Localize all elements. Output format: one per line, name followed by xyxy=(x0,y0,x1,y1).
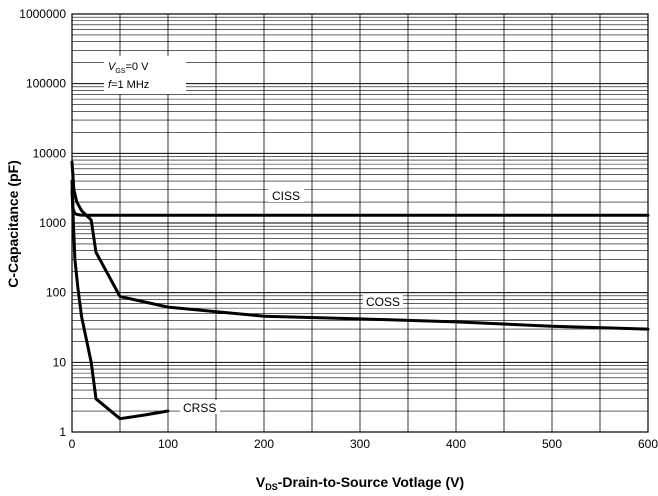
series-label-ciss: CISS xyxy=(272,189,300,203)
series-line-crss xyxy=(70,188,170,421)
y-tick-label: 100000 xyxy=(26,77,66,91)
freq-italic: f xyxy=(108,79,112,91)
y-tick-label: 1000 xyxy=(39,216,66,230)
conditions-bg xyxy=(104,56,186,94)
coss-label-bg xyxy=(363,294,403,308)
vgs-prefix: V xyxy=(108,61,117,73)
x-axis-title-rest: -Drain-to-Source Votlage (V) xyxy=(278,474,464,490)
ciss-label-bg xyxy=(268,188,304,202)
condition-vgs: VGS=0 V xyxy=(108,61,149,75)
vgs-sub: GS xyxy=(115,68,125,75)
series-line-ciss xyxy=(70,179,650,217)
tick-layer: 0 100 200 300 400 500 600 1 10 100 1000 10000 100000… xyxy=(19,7,658,451)
y-tick-label: 10 xyxy=(53,355,67,369)
series-line-coss xyxy=(70,160,650,331)
crss-label-bg xyxy=(180,400,220,414)
x-axis-title-sub: DS xyxy=(265,482,278,492)
series-label-coss: COSS xyxy=(366,295,400,309)
x-axis-title: VDS-Drain-to-Source Votlage (V) xyxy=(256,474,464,492)
x-tick-label: 600 xyxy=(638,437,658,451)
series-label-crss: CRSS xyxy=(183,401,216,415)
series-layer xyxy=(70,160,650,421)
y-tick-label: 1 xyxy=(59,425,66,439)
x-tick-label: 400 xyxy=(446,437,466,451)
x-tick-label: 0 xyxy=(69,437,76,451)
y-tick-label: 1000000 xyxy=(19,7,66,21)
x-tick-label: 200 xyxy=(254,437,274,451)
y-axis-title: C-Capacitance (pF) xyxy=(5,160,21,288)
y-tick-label: 10000 xyxy=(33,146,67,160)
x-axis-title-prefix: V xyxy=(256,474,266,490)
freq-rest: =1 MHz xyxy=(111,79,149,91)
x-tick-label: 100 xyxy=(158,437,178,451)
x-tick-label: 500 xyxy=(542,437,562,451)
vgs-rest: =0 V xyxy=(125,61,149,73)
x-tick-label: 300 xyxy=(350,437,370,451)
y-tick-label: 100 xyxy=(46,286,66,300)
condition-frequency: f=1 MHz xyxy=(108,79,149,91)
